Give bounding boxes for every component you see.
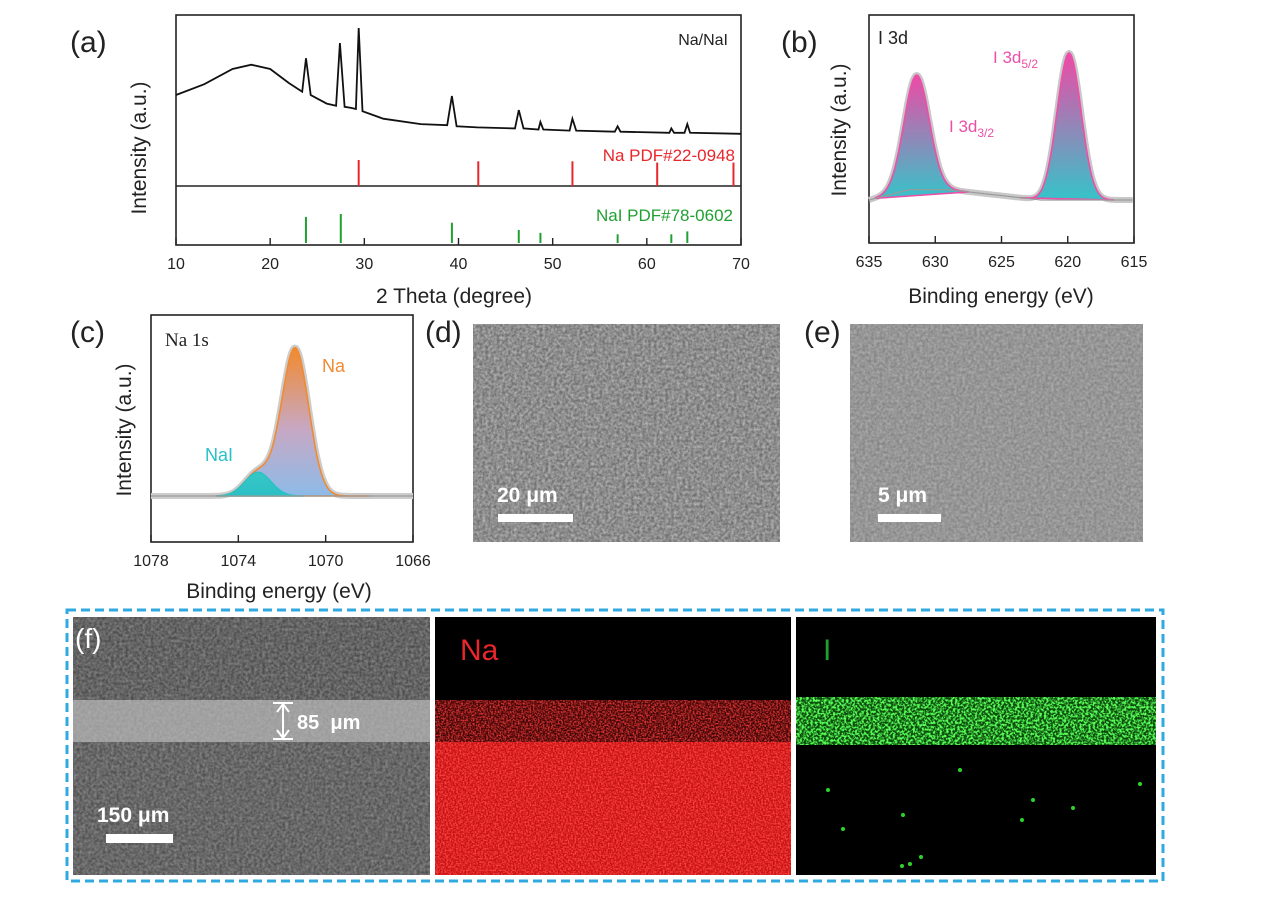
panel-b-peak2-sub: 5/2 xyxy=(1021,57,1038,71)
panel-b-x-tick-labels: 635 630 625 620 615 xyxy=(856,254,1148,271)
panel-f-i-dot xyxy=(919,855,923,859)
panel-c-x-tick-label: 1074 xyxy=(221,553,257,570)
panel-c-frame xyxy=(150,314,414,543)
panel-b-x-tick-label: 620 xyxy=(1054,254,1081,271)
panel-f-na-label: Na xyxy=(460,634,499,667)
panel-a-xlabel: 2 Theta (degree) xyxy=(376,285,532,308)
panel-f-i-dot xyxy=(1031,798,1035,802)
panel-e-letter: (e) xyxy=(804,316,841,349)
panel-c-x-tick-label: 1066 xyxy=(395,553,431,570)
panel-b-letter: (b) xyxy=(781,26,818,59)
panel-f-i-dot xyxy=(1071,806,1075,810)
panel-f-arrowhead-down xyxy=(276,729,290,740)
panel-c-x-tick-labels: 1078 1074 1070 1066 xyxy=(133,553,431,570)
panel-a-x-tick-label: 10 xyxy=(167,256,185,273)
panel-f-letter: (f) xyxy=(75,623,101,654)
panel-d-sem-texture xyxy=(473,324,780,542)
panel-c-ylabel: Intensity (a.u.) xyxy=(113,363,136,496)
panel-f-scale-bar xyxy=(106,834,173,843)
panel-b: (b) 635 630 625 620 615 I 3d I 3d3/2 I 3d5/2… xyxy=(781,14,1148,308)
panel-e: (e) 5 μm xyxy=(804,316,1143,542)
panel-d-scale-bar xyxy=(498,514,573,522)
panel-f-i-map xyxy=(796,617,1156,875)
panel-a-ref2-label: NaI PDF#78-0602 xyxy=(596,206,733,225)
panel-b-x-tick-label: 635 xyxy=(856,254,883,271)
panel-f-na-layer-dim-texture xyxy=(435,700,791,742)
panel-f-i-layer-texture xyxy=(796,697,1156,745)
panel-e-sem-texture xyxy=(850,324,1143,542)
panel-a-nai-ref-lines xyxy=(304,214,689,243)
panel-a-x-tick-label: 50 xyxy=(544,256,562,273)
panel-a-letter: (a) xyxy=(70,26,107,59)
panel-b-x-ticks xyxy=(868,236,1135,243)
panel-b-peak1-main: I 3d xyxy=(949,117,977,136)
panel-c-xlabel: Binding energy (eV) xyxy=(186,580,372,603)
panel-c-x-tick-label: 1078 xyxy=(133,553,169,570)
panel-a-x-tick-label: 70 xyxy=(732,256,750,273)
panel-f-i-dot xyxy=(1138,782,1142,786)
panel-b-title: I 3d xyxy=(878,28,908,48)
panel-b-peak-3d32-fill xyxy=(874,74,969,200)
panel-f-na-bulk-texture xyxy=(435,742,791,875)
panel-a-x-tick-labels: 10 20 30 40 50 60 70 xyxy=(167,256,750,273)
panel-a-x-tick-label: 30 xyxy=(355,256,373,273)
panel-f-i-scattered-dots xyxy=(826,768,1142,868)
panel-a-na-ref-lines xyxy=(357,160,735,186)
panel-a-x-ticks xyxy=(175,238,742,245)
panel-f-i-dot xyxy=(1020,818,1024,822)
panel-c-x-tick-label: 1070 xyxy=(308,553,344,570)
panel-b-peak1-sub: 3/2 xyxy=(977,126,994,140)
panel-f-i-dot xyxy=(900,864,904,868)
panel-b-peak-3d52-fill xyxy=(1020,52,1115,201)
panel-b-background-line xyxy=(868,189,1133,201)
panel-a-series-label: Na/NaI xyxy=(678,32,728,49)
panel-f-sem-texture xyxy=(73,617,430,875)
panel-f-scale-label: 150 μm xyxy=(97,804,169,827)
panel-f-thickness-label: 85 μm xyxy=(297,712,360,734)
panel-a-xrd-trace xyxy=(175,27,742,135)
panel-b-x-tick-label: 630 xyxy=(922,254,949,271)
panel-d-letter: (d) xyxy=(425,316,462,349)
panel-f-i-label: I xyxy=(823,634,831,667)
panel-a: (a) 10 20 30 40 50 60 70 Na/NaI Na PDF#22-0948… xyxy=(70,14,750,308)
panel-d-scale-label: 20 μm xyxy=(497,484,558,507)
panel-f-i-dot xyxy=(908,862,912,866)
panel-f-i-dot xyxy=(826,788,830,792)
panel-b-peak2-main: I 3d xyxy=(993,48,1021,67)
panel-c-letter: (c) xyxy=(70,316,105,349)
panel-f-i-dot xyxy=(841,827,845,831)
panel-a-x-tick-label: 40 xyxy=(450,256,468,273)
panel-c-nai-peak-fill xyxy=(215,471,305,497)
panel-a-ref1-label: Na PDF#22-0948 xyxy=(603,146,735,165)
panel-f-arrowhead-up xyxy=(276,702,290,713)
panel-b-ylabel: Intensity (a.u.) xyxy=(828,63,851,196)
panel-f-i-dot xyxy=(958,768,962,772)
panel-d: (d) 20 μm xyxy=(425,316,780,542)
panel-c-x-ticks xyxy=(150,535,414,542)
panel-c-na-label: Na xyxy=(322,356,346,376)
panel-f-dashed-frame xyxy=(65,608,1165,883)
panel-b-peak2-label: I 3d5/2 xyxy=(993,48,1038,71)
panel-e-scale-bar xyxy=(878,514,941,522)
panel-e-scale-label: 5 μm xyxy=(878,484,927,507)
panel-f-i-dot xyxy=(901,813,905,817)
panel-a-x-tick-label: 60 xyxy=(638,256,656,273)
panel-c-nai-label: NaI xyxy=(205,445,233,465)
panel-c-title: Na 1s xyxy=(165,330,209,351)
panel-c: (c) 1078 1074 1070 1066 Na 1s NaI Na Bindin… xyxy=(70,314,431,603)
panel-b-peak1-label: I 3d3/2 xyxy=(949,117,994,140)
panel-a-ylabel: Intensity (a.u.) xyxy=(128,81,151,214)
panel-b-x-tick-label: 615 xyxy=(1121,254,1148,271)
panel-b-xlabel: Binding energy (eV) xyxy=(908,285,1094,308)
panel-a-x-tick-label: 20 xyxy=(261,256,279,273)
panel-c-na-peak-fill xyxy=(215,346,370,497)
panel-b-x-tick-label: 625 xyxy=(988,254,1015,271)
panel-f: (f) 85 μm 150 μm Na I xyxy=(65,608,1165,883)
